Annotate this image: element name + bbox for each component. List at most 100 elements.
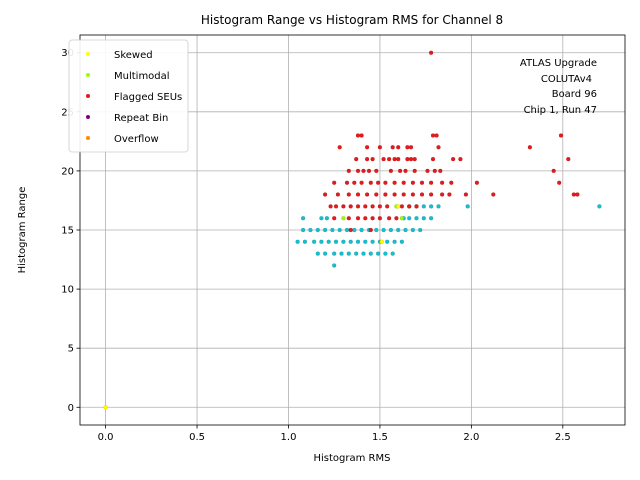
data-point bbox=[383, 251, 388, 256]
data-point bbox=[392, 180, 397, 185]
annotation-line-4: Chip 1, Run 47 bbox=[524, 105, 597, 116]
data-point bbox=[597, 204, 602, 209]
data-point bbox=[385, 204, 390, 209]
legend-marker bbox=[86, 73, 90, 77]
data-point bbox=[386, 156, 392, 162]
data-point bbox=[103, 405, 108, 410]
data-point bbox=[410, 180, 416, 185]
data-point bbox=[414, 204, 419, 209]
data-point bbox=[322, 192, 328, 197]
data-point bbox=[370, 239, 375, 244]
data-point bbox=[308, 227, 313, 233]
x-tick-label: 2.0 bbox=[463, 432, 479, 443]
data-point bbox=[428, 180, 434, 185]
data-point bbox=[463, 192, 469, 197]
data-point bbox=[403, 168, 408, 174]
data-point bbox=[407, 204, 412, 209]
data-point bbox=[430, 156, 436, 162]
data-point bbox=[551, 168, 556, 174]
data-point bbox=[405, 145, 410, 150]
data-point bbox=[401, 192, 406, 197]
data-point bbox=[315, 251, 320, 256]
data-point bbox=[363, 204, 368, 209]
data-point bbox=[300, 227, 306, 233]
data-point bbox=[341, 239, 346, 244]
y-tick-label: 5 bbox=[68, 344, 74, 355]
data-point bbox=[346, 192, 351, 197]
data-point bbox=[370, 156, 375, 162]
data-point bbox=[359, 133, 364, 138]
data-point bbox=[322, 251, 328, 256]
data-point bbox=[390, 251, 395, 256]
data-point bbox=[346, 216, 351, 221]
data-point bbox=[344, 227, 350, 233]
annotation-line-1: ATLAS Upgrade bbox=[520, 58, 597, 69]
data-point bbox=[364, 192, 370, 197]
data-point bbox=[403, 227, 408, 233]
legend-box bbox=[68, 39, 189, 153]
data-point bbox=[363, 216, 368, 221]
data-point bbox=[558, 133, 564, 138]
x-tick-label: 0.5 bbox=[189, 432, 205, 443]
data-point bbox=[368, 180, 373, 185]
y-tick-label: 15 bbox=[61, 226, 74, 237]
data-point bbox=[381, 156, 386, 162]
legend-marker bbox=[86, 136, 90, 140]
data-point bbox=[575, 192, 580, 197]
y-tick-label: 10 bbox=[61, 285, 74, 296]
data-point bbox=[410, 192, 416, 197]
data-point bbox=[366, 168, 372, 174]
data-point bbox=[332, 180, 337, 185]
y-axis-ticks: 0 5 10 15 20 25 30 bbox=[61, 48, 80, 414]
data-point bbox=[432, 168, 437, 174]
x-axis-ticks: 0.0 0.5 1.0 1.5 2.0 2.5 bbox=[98, 425, 571, 443]
data-point bbox=[319, 239, 324, 244]
data-point bbox=[348, 204, 353, 209]
data-point bbox=[377, 216, 383, 221]
data-point bbox=[428, 204, 434, 209]
data-point bbox=[571, 192, 576, 197]
data-point bbox=[355, 192, 361, 197]
data-point bbox=[374, 192, 379, 197]
data-point bbox=[421, 204, 426, 209]
data-point bbox=[341, 204, 346, 209]
data-point bbox=[359, 227, 364, 233]
data-point bbox=[359, 180, 364, 185]
data-point bbox=[354, 156, 359, 162]
data-point bbox=[333, 239, 339, 244]
data-point bbox=[375, 251, 381, 256]
data-point bbox=[392, 192, 397, 197]
data-point bbox=[425, 168, 430, 174]
data-point bbox=[383, 192, 388, 197]
data-point bbox=[396, 145, 401, 150]
data-point bbox=[302, 239, 308, 244]
data-point bbox=[388, 227, 394, 233]
data-point bbox=[363, 239, 368, 244]
data-point bbox=[370, 216, 375, 221]
chart-title: Histogram Range vs Histogram RMS for Cha… bbox=[201, 13, 503, 27]
data-point bbox=[322, 227, 328, 233]
data-point bbox=[418, 227, 423, 233]
data-point bbox=[355, 239, 361, 244]
data-point bbox=[352, 227, 357, 233]
data-point bbox=[474, 180, 480, 185]
data-point bbox=[354, 251, 359, 256]
data-point bbox=[300, 216, 306, 221]
x-tick-label: 1.0 bbox=[281, 432, 297, 443]
data-point bbox=[458, 156, 463, 162]
y-tick-label: 0 bbox=[68, 403, 74, 414]
legend-label: Skewed bbox=[114, 50, 153, 61]
data-point bbox=[436, 145, 441, 150]
data-point bbox=[566, 156, 571, 162]
y-tick-label: 25 bbox=[61, 107, 74, 118]
data-point bbox=[450, 156, 456, 162]
y-tick-label: 30 bbox=[61, 48, 74, 59]
data-point bbox=[390, 145, 395, 150]
data-point bbox=[341, 216, 346, 221]
data-point bbox=[388, 168, 394, 174]
data-point bbox=[337, 227, 342, 233]
x-tick-label: 2.5 bbox=[555, 432, 571, 443]
data-point bbox=[377, 145, 383, 150]
data-point bbox=[364, 145, 370, 150]
